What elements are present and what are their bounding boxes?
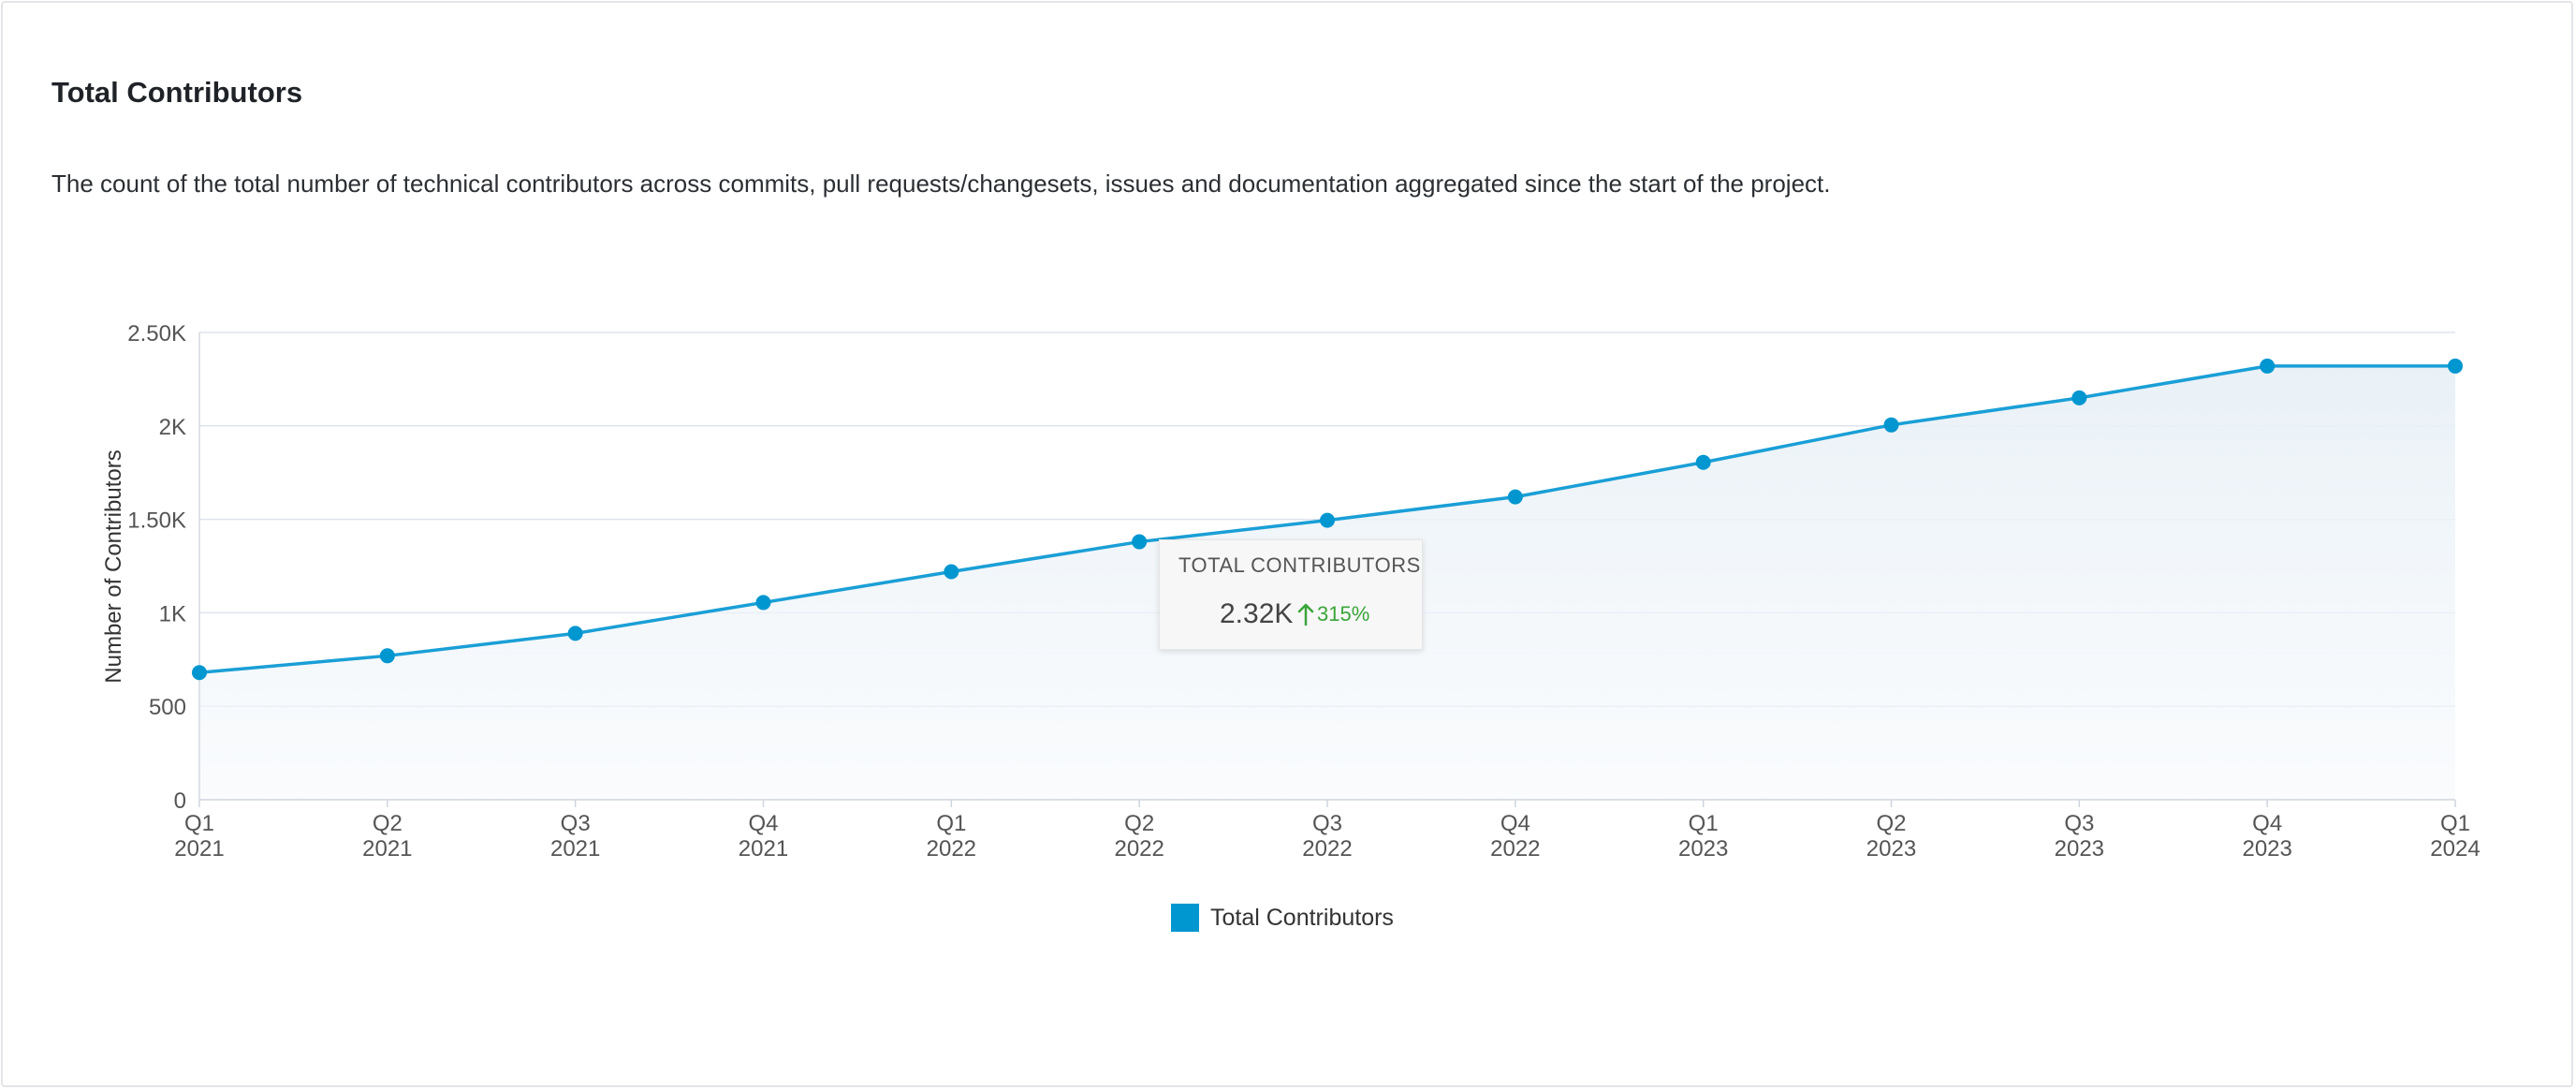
card-description: The count of the total number of technic… (51, 169, 1831, 198)
tooltip-value: 2.32K (1220, 598, 1294, 629)
data-point[interactable] (755, 595, 771, 611)
data-point[interactable] (2260, 358, 2276, 374)
x-tick-label: Q1 2021 (174, 811, 224, 862)
tooltip-change-value: 315% (1317, 602, 1370, 626)
legend-label: Total Contributors (1210, 904, 1394, 931)
x-tick-label: Q4 2023 (2242, 811, 2291, 862)
x-tick-label: Q2 2021 (362, 811, 412, 862)
x-tick-label: Q2 2023 (1866, 811, 1916, 862)
data-points (192, 358, 2463, 681)
chart-tooltip: TOTAL CONTRIBUTORS 2.32K 315% (1159, 539, 1423, 650)
data-point[interactable] (567, 626, 583, 641)
legend-swatch (1171, 904, 1199, 932)
x-tick-label: Q3 2023 (2055, 811, 2104, 862)
x-tick-label: Q1 2022 (927, 811, 976, 862)
x-tick-label: Q4 2021 (739, 811, 788, 862)
data-point[interactable] (944, 564, 959, 580)
y-axis-title: Number of Contributors (101, 449, 126, 683)
y-tick-label: 2K (159, 415, 186, 440)
arrow-up-icon (1297, 603, 1314, 626)
y-tick-label: 500 (149, 695, 186, 720)
x-tick-label: Q2 2022 (1114, 811, 1164, 862)
data-point[interactable] (2071, 390, 2087, 405)
card-title: Total Contributors (51, 76, 303, 109)
y-tick-label: 0 (174, 788, 186, 814)
data-point[interactable] (1132, 534, 1148, 550)
y-tick-label: 1.50K (127, 508, 186, 534)
x-tick-label: Q3 2021 (550, 811, 600, 862)
tooltip-change: 315% (1296, 602, 1369, 626)
tooltip-label: TOTAL CONTRIBUTORS (1178, 553, 1421, 577)
data-point[interactable] (1507, 489, 1523, 505)
x-tick-label: Q4 2022 (1490, 811, 1540, 862)
chart-legend[interactable]: Total Contributors (1171, 904, 1394, 932)
data-point[interactable] (1695, 454, 1711, 470)
y-tick-label: 1K (159, 601, 186, 626)
data-point[interactable] (192, 665, 207, 681)
data-point[interactable] (1320, 512, 1335, 528)
y-tick-label: 2.50K (127, 321, 186, 346)
x-tick-label: Q1 2024 (2430, 811, 2480, 862)
data-point[interactable] (2448, 358, 2463, 374)
x-tick-label: Q3 2022 (1302, 811, 1352, 862)
axes: 0 500 1K 1.50K 2K 2.50K Q1 2021 Q2 2021 Q3 2021 Q4 20… (127, 321, 2480, 862)
x-tick-label: Q1 2023 (1678, 811, 1728, 862)
data-point[interactable] (379, 648, 395, 664)
data-point[interactable] (1883, 417, 1899, 433)
contributors-line-chart: 0 500 1K 1.50K 2K 2.50K Q1 2021 Q2 2021 Q3 2021 Q4 20… (101, 321, 2481, 862)
